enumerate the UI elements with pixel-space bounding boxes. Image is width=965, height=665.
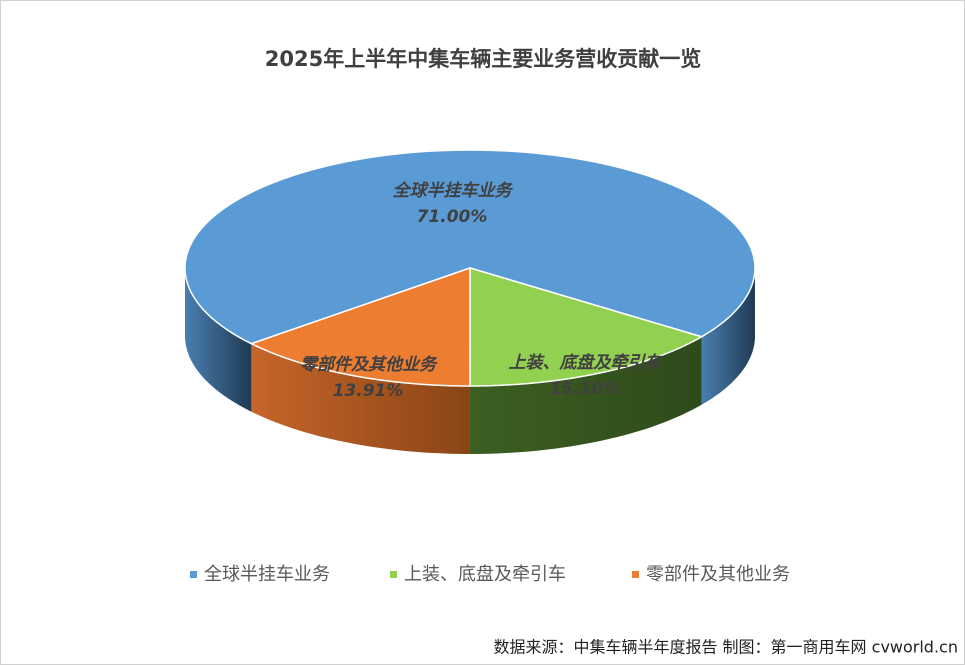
pie-side (469, 336, 702, 454)
data-label-name: 全球半挂车业务 (393, 181, 515, 201)
data-label-value: 71.00% (417, 207, 488, 227)
pie-side (701, 268, 755, 405)
legend-label: 零部件及其他业务 (646, 564, 790, 585)
pie-slice (469, 266, 704, 387)
data-label-name: 上装、底盘及牵引车 (509, 353, 665, 373)
pie-slice (249, 266, 471, 387)
legend-label: 全球半挂车业务 (204, 564, 330, 585)
data-label-value: 13.91% (333, 381, 404, 401)
legend-swatch (390, 571, 397, 578)
chart-title: 2025年上半年中集车辆主要业务营收贡献一览 (265, 47, 701, 71)
source-note: 数据来源：中集车辆半年度报告 制图：第一商用车网 cvworld.cn (493, 638, 958, 657)
data-label-name: 零部件及其他业务 (300, 355, 439, 375)
legend-swatch (632, 571, 639, 578)
legend-label: 上装、底盘及牵引车 (404, 564, 566, 585)
data-label-value: 15.10% (550, 379, 621, 399)
pie-side (251, 343, 470, 454)
pie-slice (184, 149, 756, 345)
legend-swatch (190, 571, 197, 578)
pie-side (185, 268, 252, 412)
